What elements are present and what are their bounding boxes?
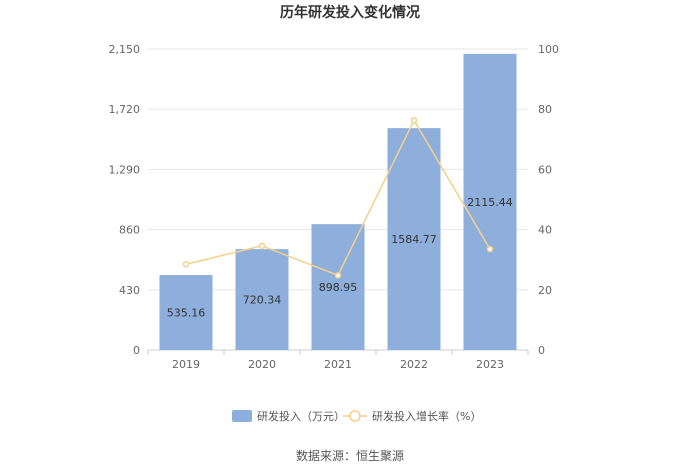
x-tick-label: 2019: [172, 358, 200, 371]
y-left-axis: 0 430 860 1,290 1,720 2,150: [109, 43, 141, 357]
legend-line-marker: [349, 410, 361, 422]
y-left-tick-label: 430: [119, 284, 140, 297]
source-note: 数据来源：恒生聚源: [296, 448, 404, 463]
legend-item-bar[interactable]: 研发投入（万元）: [232, 409, 345, 423]
y-left-tick-label: 1,720: [109, 103, 141, 116]
legend-item-line[interactable]: 研发投入增长率（%）: [343, 409, 481, 423]
y-right-tick-label: 60: [538, 163, 552, 176]
y-right-tick-label: 100: [538, 43, 559, 56]
bar-value-label: 898.95: [319, 281, 358, 294]
y-left-tick-label: 2,150: [109, 43, 141, 56]
x-tick-label: 2020: [248, 358, 276, 371]
legend: 研发投入（万元） 研发投入增长率（%）: [232, 409, 481, 423]
line-point[interactable]: [258, 242, 266, 250]
line-point[interactable]: [410, 117, 418, 124]
bar[interactable]: [159, 275, 213, 350]
y-left-tick-label: 1,290: [109, 163, 141, 176]
y-right-tick-label: 20: [538, 284, 552, 297]
bar-value-label: 720.34: [243, 294, 282, 307]
y-left-tick-label: 0: [133, 344, 140, 357]
bar-value-label: 535.16: [167, 307, 206, 320]
legend-bar-label: 研发投入（万元）: [257, 409, 345, 423]
bar-series: 535.16 720.34 898.95 1584.77 2115.44: [159, 53, 517, 350]
x-axis: 2019 2020 2021 2022 2023: [147, 350, 529, 371]
bar[interactable]: [463, 53, 517, 350]
legend-line-label: 研发投入增长率（%）: [372, 409, 481, 423]
bar[interactable]: [311, 224, 365, 350]
y-right-axis: 0 20 40 60 80 100: [538, 43, 559, 357]
legend-bar-swatch: [232, 410, 252, 422]
y-right-tick-label: 0: [538, 344, 545, 357]
y-right-tick-label: 80: [538, 103, 552, 116]
y-right-tick-label: 40: [538, 224, 552, 237]
bar[interactable]: [235, 249, 289, 350]
x-tick-label: 2023: [476, 358, 504, 371]
line-point[interactable]: [182, 260, 190, 268]
chart-title: 历年研发投入变化情况: [280, 4, 420, 21]
line-point[interactable]: [486, 245, 494, 253]
y-left-tick-label: 860: [119, 224, 140, 237]
x-tick-label: 2022: [400, 358, 428, 371]
bar[interactable]: [387, 128, 441, 350]
line-series: [182, 117, 494, 279]
line-point[interactable]: [334, 272, 342, 279]
bar-value-label: 2115.44: [467, 196, 513, 209]
bar-value-label: 1584.77: [391, 233, 437, 246]
x-tick-label: 2021: [324, 358, 352, 371]
